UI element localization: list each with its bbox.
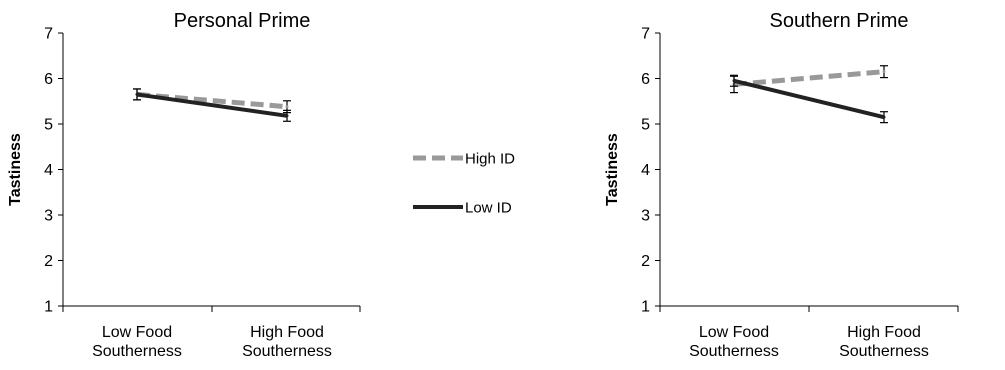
chart-panel-1: Personal Prime 1 2 3 4 5 6 7 Low Food Southerness… [7, 10, 361, 360]
x-tick-label: High Food Southerness [839, 324, 929, 360]
x-tick-label-line: Low Food [102, 324, 172, 341]
data-point [135, 92, 139, 96]
x-tick-label-line: Southerness [242, 343, 332, 360]
y-tick-label: 4 [641, 162, 650, 179]
data-point [882, 115, 886, 119]
x-tick-label: Low Food Southerness [92, 324, 182, 360]
y-tick-label: 7 [641, 26, 650, 43]
legend-label: High ID [465, 151, 515, 168]
series-line-low-id [136, 92, 288, 118]
data-point [882, 70, 886, 74]
chart-title: Personal Prime [174, 10, 311, 32]
x-tick-label: Low Food Southerness [689, 324, 779, 360]
y-tick-label: 6 [44, 71, 53, 88]
x-tick-label-line: High Food [847, 324, 921, 341]
x-tick-label-line: Low Food [699, 324, 769, 341]
data-point [285, 105, 289, 109]
y-tick-label: 5 [641, 117, 650, 134]
x-tick-label-line: Southerness [839, 343, 929, 360]
chart-panel-2: Southern Prime 1 2 3 4 5 6 7 Low Food Southerness… [604, 10, 959, 360]
y-tick-label: 1 [44, 299, 53, 316]
data-point [732, 79, 736, 83]
y-axis-label: Tastiness [7, 133, 24, 206]
x-tick-label-line: High Food [250, 324, 324, 341]
y-tick-label: 3 [44, 208, 53, 225]
y-tick-label: 2 [641, 253, 650, 270]
y-tick-label: 2 [44, 253, 53, 270]
y-tick-label: 7 [44, 26, 53, 43]
x-tick-label-line: Southerness [92, 343, 182, 360]
y-tick-label: 5 [44, 117, 53, 134]
y-tick-label: 6 [641, 71, 650, 88]
y-axis-label: Tastiness [604, 133, 621, 206]
series-line-high-id [733, 69, 885, 87]
legend: High ID Low ID [413, 151, 515, 217]
y-tick-label: 3 [641, 208, 650, 225]
x-tick-label: High Food Southerness [242, 324, 332, 360]
chart-title: Southern Prime [770, 10, 909, 32]
legend-label: Low ID [465, 200, 512, 217]
y-tick-label: 4 [44, 162, 53, 179]
x-tick-label-line: Southerness [689, 343, 779, 360]
data-point [285, 114, 289, 118]
y-tick-label: 1 [641, 299, 650, 316]
series-line-low-id [733, 78, 885, 120]
